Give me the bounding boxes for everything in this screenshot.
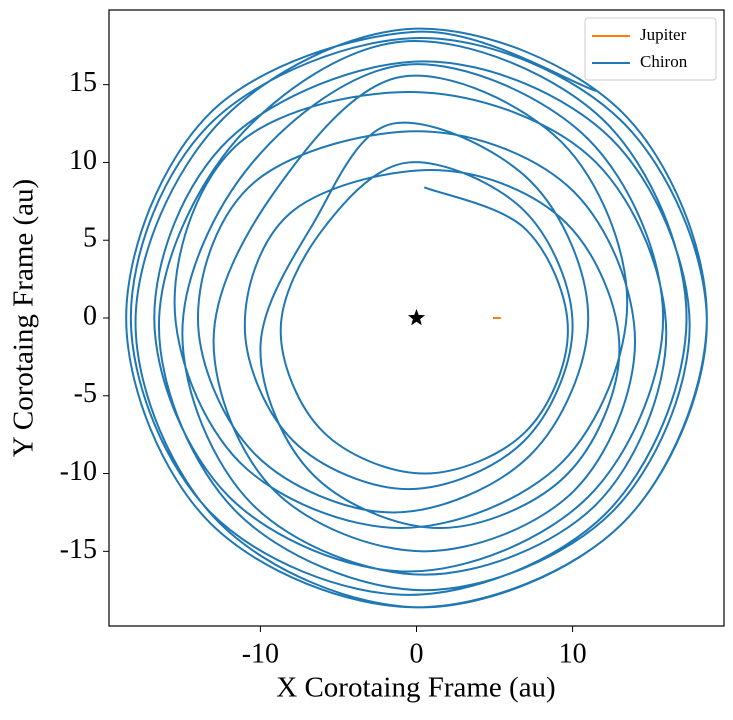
y-tick-label: 15: [69, 67, 97, 98]
y-tick-label: -5: [74, 378, 97, 409]
legend-label: Jupiter: [640, 25, 687, 44]
y-tick-label: -15: [60, 534, 97, 565]
y-tick-label: 0: [83, 300, 97, 331]
x-tick-label: -10: [242, 638, 279, 669]
legend-box: [584, 17, 717, 81]
series-line: [125, 27, 708, 609]
x-axis-label: X Corotaing Frame (au): [276, 672, 555, 704]
y-tick-label: -10: [60, 456, 97, 487]
y-tick-label: 10: [69, 145, 97, 176]
y-tick-label: 5: [83, 223, 97, 254]
plot-area: [125, 27, 708, 609]
y-axis-label: Y Corotaing Frame (au): [8, 179, 40, 457]
star-marker: [407, 309, 426, 326]
legend-label: Chiron: [640, 52, 688, 71]
x-tick-label: 0: [410, 638, 424, 669]
x-tick-label: 10: [559, 638, 587, 669]
